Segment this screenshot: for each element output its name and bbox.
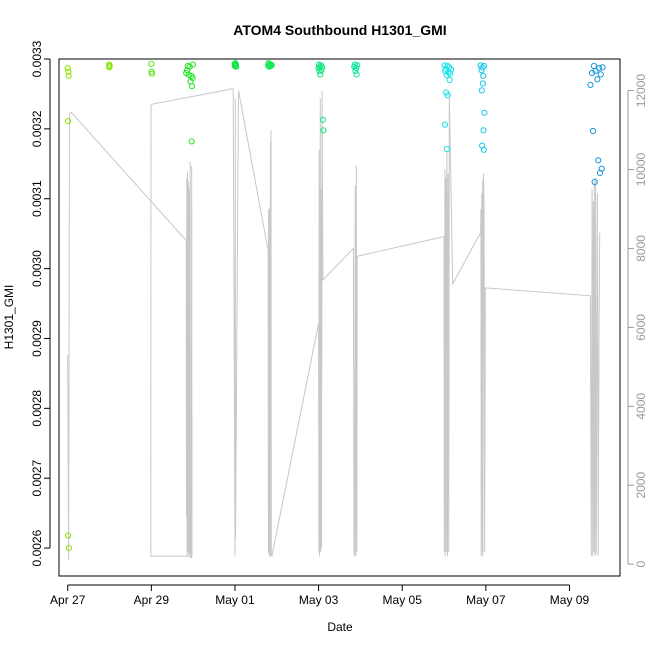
data-point — [148, 60, 155, 68]
data-point — [148, 70, 155, 77]
point-group — [183, 61, 196, 145]
x-tick-label: May 07 — [466, 593, 506, 607]
y-tick-label: 0.0030 — [30, 250, 44, 287]
y-tick-label: 0.0031 — [30, 180, 44, 217]
data-point — [481, 109, 488, 116]
data-point — [352, 67, 359, 75]
data-point — [479, 64, 486, 71]
y2-tick-label: 4000 — [634, 393, 648, 420]
scatter-points — [64, 60, 606, 552]
data-point — [65, 545, 73, 552]
data-point — [589, 127, 597, 135]
y2-axis: 0 2000 4000 6000 8000 10000 12000 — [627, 74, 648, 568]
data-point — [587, 81, 594, 89]
data-point — [65, 68, 72, 75]
data-point — [596, 65, 603, 72]
data-point — [478, 87, 485, 94]
y2-tick-label: 10000 — [634, 152, 648, 186]
data-point — [65, 72, 72, 79]
data-point — [479, 80, 486, 87]
x-axis: Apr 27 Apr 29 May 01 May 03 May 05 May 07 May … — [50, 584, 590, 607]
data-point — [481, 62, 488, 70]
data-point — [353, 65, 360, 72]
y-tick-label: 0.0032 — [30, 110, 44, 147]
data-point — [148, 68, 155, 75]
data-point — [594, 76, 601, 83]
data-point — [319, 116, 326, 123]
y-axis: 0.0026 0.0027 0.0028 0.0029 0.0030 0.0031 0.00… — [30, 40, 51, 566]
point-group — [441, 62, 455, 153]
y-tick-label: 0.0026 — [30, 529, 44, 566]
y-tick-label: 0.0027 — [30, 460, 44, 497]
chart-title: ATOM4 Southbound H1301_GMI — [233, 22, 446, 38]
point-group — [351, 61, 361, 78]
x-axis-label: Date — [327, 620, 353, 634]
data-point — [106, 62, 113, 70]
secondary-series — [67, 87, 601, 561]
data-point — [188, 138, 195, 145]
data-point — [591, 178, 598, 186]
point-group — [587, 62, 606, 186]
data-point — [354, 62, 361, 69]
point-group — [64, 65, 73, 552]
data-point — [189, 74, 196, 82]
data-point — [65, 532, 72, 539]
data-point — [444, 92, 451, 99]
y2-tick-label: 2000 — [634, 472, 648, 499]
x-tick-label: May 03 — [299, 593, 339, 607]
point-group — [315, 61, 327, 134]
point-group — [148, 60, 155, 77]
data-point — [319, 64, 326, 71]
point-group — [477, 62, 488, 153]
data-point — [597, 71, 604, 78]
data-point — [596, 169, 604, 176]
y-tick-label: 0.0028 — [30, 390, 44, 427]
data-point — [599, 64, 606, 71]
secondary-line — [67, 87, 601, 561]
data-point — [353, 71, 360, 78]
y2-tick-label: 8000 — [634, 235, 648, 262]
plot-frame — [58, 58, 621, 577]
data-point — [188, 83, 196, 90]
data-point — [64, 65, 71, 72]
y-tick-label: 0.0029 — [30, 320, 44, 357]
data-point — [232, 61, 239, 68]
data-point — [480, 127, 487, 134]
data-point — [480, 72, 487, 79]
y-axis-label: H1301_GMI — [2, 285, 16, 350]
point-group — [231, 60, 240, 70]
data-point — [443, 146, 450, 153]
y2-tick-label: 0 — [634, 561, 648, 568]
x-tick-label: Apr 29 — [134, 593, 170, 607]
data-point — [447, 66, 455, 73]
data-point — [480, 146, 487, 153]
x-tick-label: May 01 — [215, 593, 255, 607]
data-point — [317, 71, 324, 78]
data-point — [64, 118, 72, 125]
y-tick-label: 0.0033 — [30, 40, 44, 77]
data-point — [233, 63, 240, 70]
x-tick-label: May 05 — [383, 593, 423, 607]
data-point — [268, 62, 275, 69]
data-point — [441, 121, 448, 128]
data-point — [189, 61, 196, 68]
data-point — [446, 76, 453, 84]
data-point — [320, 127, 327, 134]
x-tick-label: Apr 27 — [50, 593, 86, 607]
data-point — [444, 62, 451, 70]
data-point — [318, 67, 325, 74]
point-group — [265, 60, 275, 70]
y2-tick-label: 6000 — [634, 314, 648, 341]
data-point — [267, 61, 275, 68]
x-tick-label: May 09 — [550, 593, 590, 607]
data-point — [447, 70, 454, 77]
data-point — [595, 157, 602, 164]
point-group — [106, 61, 113, 71]
y2-tick-label: 12000 — [634, 74, 648, 108]
